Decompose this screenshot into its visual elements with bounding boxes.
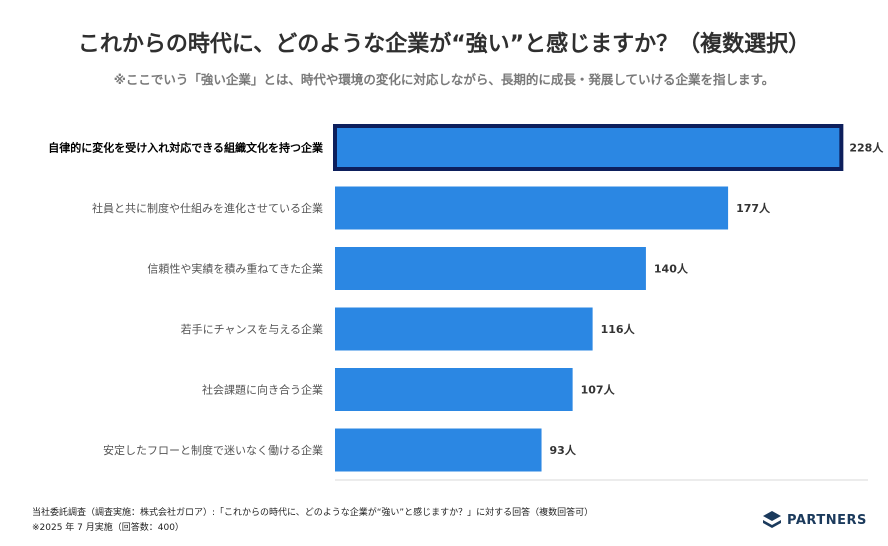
value-label: 140人 bbox=[654, 262, 689, 276]
value-label: 228人 bbox=[849, 141, 884, 155]
bar-4 bbox=[335, 368, 573, 411]
chart-title: これからの時代に、どのような企業が“強い”と感じますか？（複数選択） bbox=[77, 32, 811, 57]
footnote-date: ※2025 年 7 月実施（回答数：400） bbox=[32, 523, 184, 533]
value-label: 177人 bbox=[736, 201, 771, 215]
bar-2 bbox=[335, 247, 646, 290]
logo-text: PARTNERS bbox=[787, 512, 867, 528]
partners-logo-icon bbox=[763, 511, 781, 528]
bar-0 bbox=[333, 124, 844, 171]
category-label: 自律的に変化を受け入れ対応できる組織文化を持つ企業 bbox=[48, 141, 324, 155]
category-label: 信頼性や実績を積み重ねてきた企業 bbox=[147, 262, 323, 276]
bar-1 bbox=[335, 186, 729, 230]
value-label: 116人 bbox=[601, 322, 636, 336]
value-label: 93人 bbox=[550, 443, 577, 457]
category-label: 若手にチャンスを与える企業 bbox=[181, 322, 323, 336]
value-label: 107人 bbox=[581, 383, 616, 397]
category-label: 社会課題に向き合う企業 bbox=[202, 383, 323, 397]
category-label: 社員と共に制度や仕組みを進化させている企業 bbox=[92, 201, 323, 215]
partners-logo: PARTNERS bbox=[762, 510, 867, 530]
chart-subtitle: ※ここでいう「強い企業」とは、時代や環境の変化に対応しながら、長期的に成長・発展… bbox=[113, 72, 775, 87]
category-label: 安定したフローと制度で迷いなく働ける企業 bbox=[103, 443, 323, 457]
footnote-survey: 当社委託調査（調査実施：株式会社ガロア）:「これからの時代に、どのような企業が“… bbox=[32, 508, 594, 518]
bar-5 bbox=[335, 428, 542, 472]
bar-3 bbox=[335, 307, 593, 351]
